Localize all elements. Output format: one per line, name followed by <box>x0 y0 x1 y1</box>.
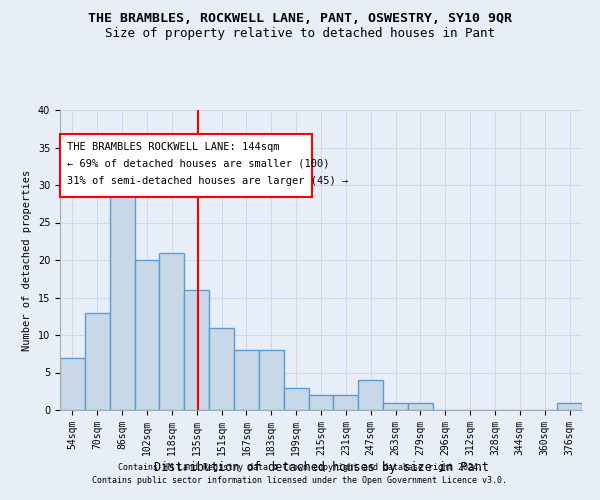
Text: ← 69% of detached houses are smaller (100): ← 69% of detached houses are smaller (10… <box>67 159 330 169</box>
Y-axis label: Number of detached properties: Number of detached properties <box>22 170 32 350</box>
Bar <box>408 402 433 410</box>
Bar <box>284 388 308 410</box>
X-axis label: Distribution of detached houses by size in Pant: Distribution of detached houses by size … <box>154 460 488 473</box>
Bar <box>234 350 259 410</box>
Text: THE BRAMBLES ROCKWELL LANE: 144sqm: THE BRAMBLES ROCKWELL LANE: 144sqm <box>67 142 280 152</box>
Bar <box>557 402 582 410</box>
Text: Contains public sector information licensed under the Open Government Licence v3: Contains public sector information licen… <box>92 476 508 485</box>
Bar <box>184 290 209 410</box>
Bar <box>209 328 234 410</box>
Bar <box>60 358 85 410</box>
Text: 31% of semi-detached houses are larger (45) →: 31% of semi-detached houses are larger (… <box>67 176 349 186</box>
Text: THE BRAMBLES, ROCKWELL LANE, PANT, OSWESTRY, SY10 9QR: THE BRAMBLES, ROCKWELL LANE, PANT, OSWES… <box>88 12 512 26</box>
Bar <box>160 252 184 410</box>
Bar <box>383 402 408 410</box>
Text: Contains HM Land Registry data © Crown copyright and database right 2024.: Contains HM Land Registry data © Crown c… <box>118 464 482 472</box>
Bar <box>259 350 284 410</box>
Text: Size of property relative to detached houses in Pant: Size of property relative to detached ho… <box>105 28 495 40</box>
Bar <box>334 395 358 410</box>
Bar <box>85 312 110 410</box>
Bar <box>308 395 334 410</box>
Bar <box>134 260 160 410</box>
Bar <box>110 185 134 410</box>
Bar <box>358 380 383 410</box>
